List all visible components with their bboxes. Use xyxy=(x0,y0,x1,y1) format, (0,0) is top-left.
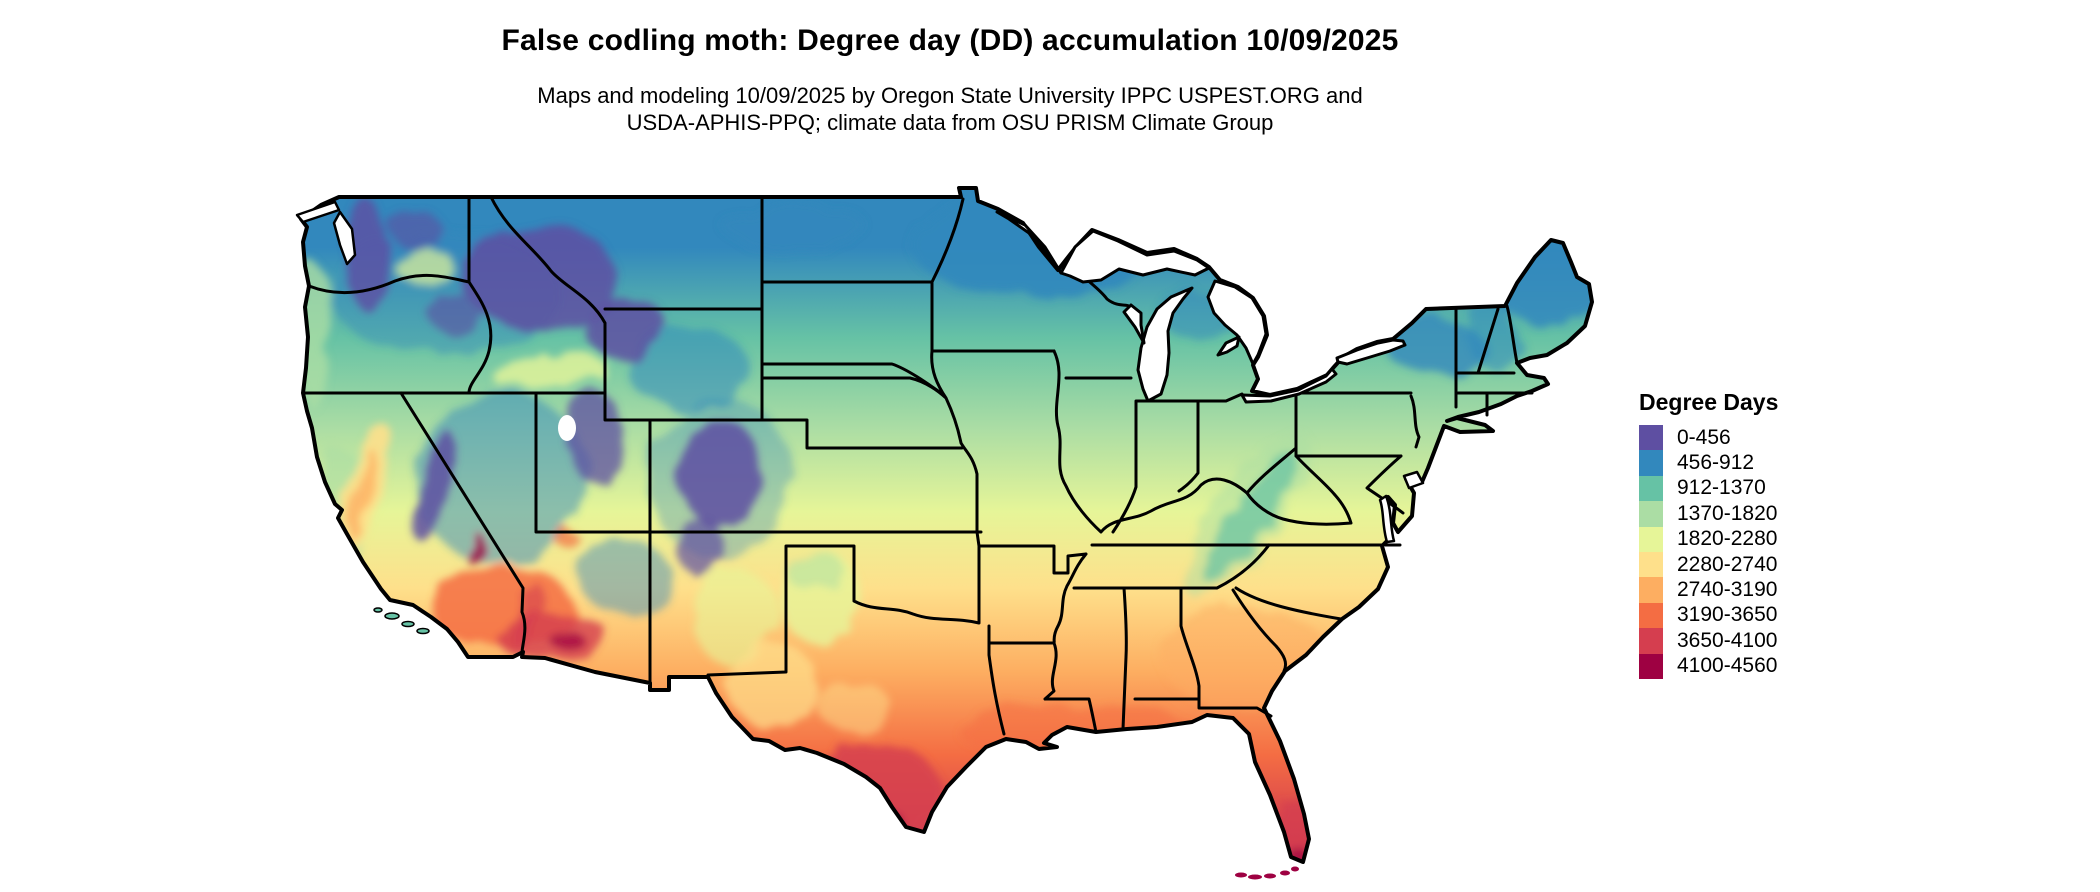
green-bay xyxy=(1122,303,1146,345)
map-title: False codling moth: Degree day (DD) accu… xyxy=(501,24,1399,57)
legend-entry: 2280-2740 xyxy=(1639,551,1879,578)
lake-michigan xyxy=(1136,286,1194,403)
legend-label: 2740-3190 xyxy=(1677,578,1778,602)
legend-swatch xyxy=(1639,577,1663,603)
legend-entry: 456-912 xyxy=(1639,450,1879,476)
lake-huron xyxy=(1206,279,1268,366)
legend-swatch xyxy=(1639,602,1663,629)
state-borders xyxy=(301,195,1534,736)
legend-label: 4100-4560 xyxy=(1677,654,1778,678)
legend-entry: 0-456 xyxy=(1639,425,1879,451)
saginaw-bay xyxy=(1216,335,1241,357)
great-lakes xyxy=(295,200,1425,544)
legend-label: 3650-4100 xyxy=(1677,628,1778,652)
delaware-bay xyxy=(1402,470,1425,490)
legend-label: 2280-2740 xyxy=(1677,552,1778,576)
legend-label: 3190-3650 xyxy=(1677,603,1778,627)
legend: Degree Days 0-456 456-912 912-1370 1370-… xyxy=(1639,389,1879,679)
map-subtitle-line-1: Maps and modeling 10/09/2025 by Oregon S… xyxy=(537,83,1363,108)
legend-label: 1820-2280 xyxy=(1677,527,1778,551)
legend-entry: 1370-1820 xyxy=(1639,501,1879,527)
legend-entry: 4100-4560 xyxy=(1639,653,1879,679)
florida-keys xyxy=(1235,866,1299,880)
legend-entry: 3650-4100 xyxy=(1639,628,1879,654)
legend-entry: 912-1370 xyxy=(1639,475,1879,502)
legend-swatch xyxy=(1639,628,1663,654)
strait-juan-de-fuca xyxy=(295,200,341,224)
lake-erie xyxy=(1240,367,1338,404)
legend-label: 0-456 xyxy=(1677,425,1731,449)
legend-swatch xyxy=(1639,501,1663,527)
legend-swatch xyxy=(1639,425,1663,451)
legend-swatch xyxy=(1639,653,1663,679)
map-subtitle-line-2: USDA-APHIS-PPQ; climate data from OSU PR… xyxy=(626,110,1274,135)
legend-label: 912-1370 xyxy=(1677,476,1766,500)
lake-superior xyxy=(995,210,1211,284)
legend-label: 1370-1820 xyxy=(1677,501,1778,525)
map-subtitle: Maps and modeling 10/09/2025 by Oregon S… xyxy=(0,82,1900,136)
puget-sound xyxy=(332,210,357,266)
great-salt-lake xyxy=(558,415,576,441)
us-degree-day-map xyxy=(295,185,1600,880)
lake-ontario xyxy=(1335,338,1407,366)
chesapeake-bay xyxy=(1378,494,1396,544)
legend-entry: 1820-2280 xyxy=(1639,526,1879,552)
legend-swatch xyxy=(1639,551,1663,578)
channel-islands xyxy=(373,607,430,635)
legend-entry: 2740-3190 xyxy=(1639,577,1879,603)
legend-swatch xyxy=(1639,475,1663,502)
legend-swatch xyxy=(1639,526,1663,552)
legend-label: 456-912 xyxy=(1677,451,1755,475)
legend-title: Degree Days xyxy=(1639,389,1779,415)
legend-rows: 0-456 456-912 912-1370 1370-1820 1820-22… xyxy=(1639,425,1879,679)
legend-entry: 3190-3650 xyxy=(1639,602,1879,629)
legend-swatch xyxy=(1639,450,1663,476)
